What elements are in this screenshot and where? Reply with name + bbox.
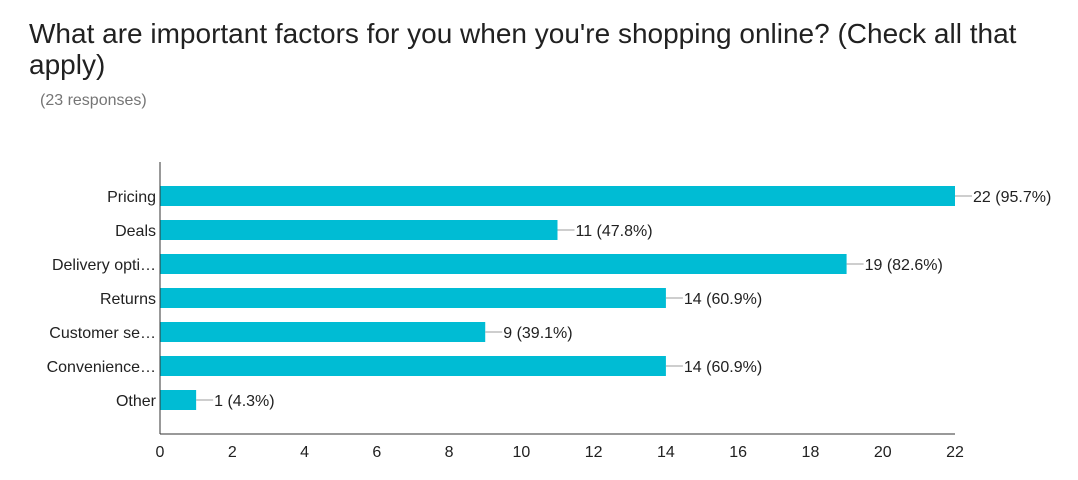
category-label-2: Delivery opti… [52,257,156,274]
x-tick-label-9: 18 [802,444,820,461]
data-label-4: 9 (39.1%) [503,325,572,342]
category-label-4: Customer se… [49,325,156,342]
data-label-5: 14 (60.9%) [684,359,762,376]
data-label-2: 19 (82.6%) [865,257,943,274]
bar-2 [160,254,847,274]
x-tick-label-3: 6 [372,444,381,461]
x-tick-label-11: 22 [946,444,964,461]
category-label-6: Other [116,393,157,410]
data-label-3: 14 (60.9%) [684,291,762,308]
x-tick-label-2: 4 [300,444,309,461]
bar-1 [160,220,558,240]
x-tick-label-6: 12 [585,444,603,461]
bar-3 [160,288,666,308]
x-tick-label-4: 8 [445,444,454,461]
bar-5 [160,356,666,376]
data-label-6: 1 (4.3%) [214,393,274,410]
x-tick-label-0: 0 [156,444,165,461]
data-label-1: 11 (47.8%) [576,223,653,240]
x-tick-label-10: 20 [874,444,892,461]
x-tick-label-5: 10 [512,444,530,461]
chart-title: What are important factors for you when … [29,18,1017,80]
bar-6 [160,390,197,410]
bar-4 [160,322,486,342]
x-tick-label-1: 2 [228,444,237,461]
bar-0 [160,186,955,206]
response-count: (23 responses) [40,92,147,109]
category-label-1: Deals [115,223,156,240]
x-tick-label-7: 14 [657,444,675,461]
category-label-3: Returns [100,291,156,308]
category-label-5: Convenience… [47,359,156,376]
data-label-0: 22 (95.7%) [973,189,1051,206]
category-label-0: Pricing [107,189,156,206]
x-tick-label-8: 16 [729,444,747,461]
